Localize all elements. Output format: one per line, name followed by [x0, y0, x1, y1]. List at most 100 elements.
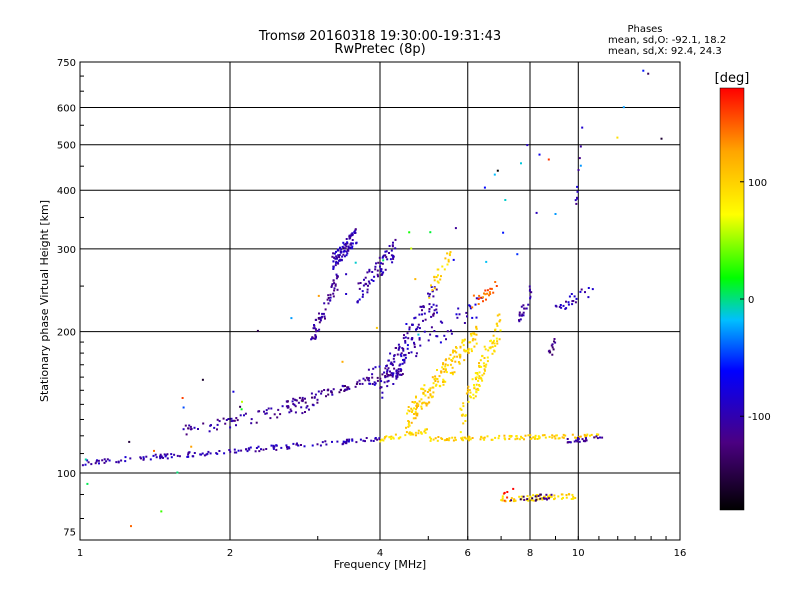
stats-line-o: mean, sd,O: -92.1, 18.2	[608, 35, 726, 46]
data-point	[577, 169, 580, 171]
data-point	[446, 330, 449, 333]
data-point	[584, 291, 586, 294]
data-point	[345, 245, 348, 248]
data-point	[351, 232, 354, 235]
data-point	[462, 339, 465, 342]
data-point	[277, 408, 280, 411]
data-point	[375, 326, 378, 329]
data-point	[209, 452, 212, 455]
data-point	[357, 282, 360, 285]
data-point	[392, 257, 395, 260]
data-point	[461, 341, 464, 344]
data-point	[407, 423, 410, 425]
data-point	[346, 252, 349, 255]
data-point	[199, 453, 202, 456]
data-point	[574, 436, 577, 439]
data-point	[354, 228, 357, 231]
data-point	[477, 389, 480, 391]
data-point	[173, 453, 176, 456]
data-point	[351, 239, 354, 241]
data-point	[84, 458, 87, 461]
data-point	[459, 346, 462, 349]
data-point	[565, 494, 568, 496]
data-point	[293, 398, 296, 401]
data-point	[164, 455, 167, 458]
data-point	[529, 434, 532, 437]
data-point	[450, 359, 453, 361]
data-point	[548, 435, 551, 438]
data-point	[106, 458, 109, 461]
data-point	[396, 374, 399, 377]
data-point	[392, 372, 395, 375]
data-point	[414, 316, 417, 319]
data-point	[381, 262, 384, 265]
data-point	[475, 342, 478, 345]
data-point	[97, 459, 100, 462]
data-point	[423, 384, 426, 387]
data-point	[465, 349, 468, 352]
data-point	[358, 382, 361, 385]
data-point	[377, 275, 379, 278]
data-point	[189, 425, 192, 428]
data-point	[526, 498, 529, 501]
data-point	[380, 386, 383, 389]
data-point	[265, 448, 268, 450]
data-point	[562, 496, 564, 499]
data-point	[467, 439, 470, 442]
data-point	[311, 336, 314, 339]
data-point	[290, 317, 293, 320]
data-point	[493, 173, 496, 176]
data-point	[391, 261, 394, 264]
data-point	[301, 412, 304, 415]
data-point	[358, 298, 361, 301]
data-point	[529, 437, 532, 440]
data-point	[398, 437, 401, 440]
data-point	[414, 417, 417, 420]
data-point	[275, 448, 278, 451]
data-point	[332, 265, 335, 268]
data-point	[162, 456, 164, 459]
data-point	[493, 342, 496, 345]
data-point	[449, 372, 452, 374]
data-point	[368, 268, 371, 271]
data-point	[403, 359, 406, 362]
data-point	[514, 499, 517, 502]
data-point	[408, 424, 411, 427]
data-point	[458, 313, 461, 316]
data-point	[472, 393, 475, 396]
data-point	[208, 430, 211, 433]
data-point	[481, 374, 484, 377]
data-point	[483, 368, 486, 371]
data-point	[300, 444, 302, 446]
data-point	[153, 449, 155, 452]
data-point	[449, 251, 452, 254]
data-point	[399, 368, 402, 371]
data-point	[346, 248, 349, 251]
data-point	[216, 418, 219, 421]
data-point	[450, 329, 452, 332]
data-point	[216, 452, 219, 455]
data-point	[272, 447, 275, 450]
data-point	[366, 288, 369, 291]
data-point	[438, 375, 441, 378]
data-point	[475, 297, 478, 300]
data-point	[343, 255, 346, 258]
data-point	[461, 413, 464, 416]
data-point	[289, 408, 292, 411]
data-point	[485, 363, 488, 366]
data-point	[339, 246, 341, 249]
data-point	[454, 436, 457, 439]
data-point	[382, 255, 385, 258]
data-point	[547, 350, 550, 353]
data-point	[642, 69, 645, 72]
data-point	[397, 348, 400, 351]
data-point	[239, 405, 242, 408]
data-point	[149, 458, 152, 461]
data-point	[387, 359, 390, 362]
data-point	[444, 359, 447, 362]
data-point	[514, 438, 517, 441]
data-point	[439, 341, 442, 344]
data-point	[437, 380, 440, 383]
data-point	[287, 406, 290, 409]
data-point	[324, 308, 327, 311]
